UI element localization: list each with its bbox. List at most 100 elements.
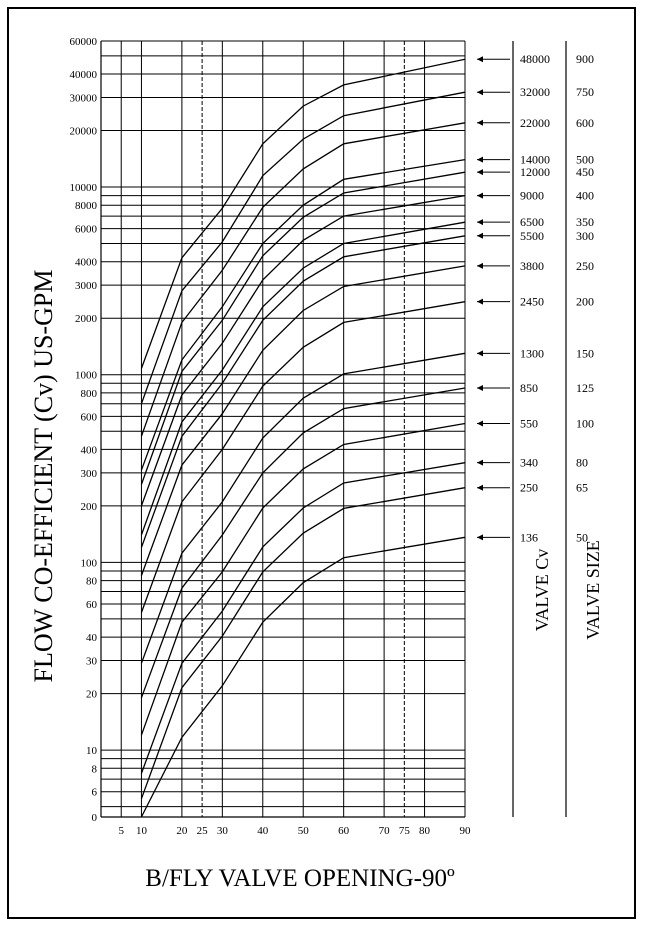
y-tick-label: 2000	[75, 313, 98, 325]
arrow-head-50	[477, 534, 483, 541]
valve-size-value: 100	[576, 416, 594, 430]
cv-curve-500	[140, 158, 466, 471]
valve-cv-value: 1300	[520, 346, 544, 360]
valve-cv-header: VALVE Cv	[532, 549, 552, 632]
cv-curve-900	[140, 58, 466, 369]
valve-cv-value: 6500	[520, 215, 544, 229]
valve-cv-value: 850	[520, 381, 538, 395]
arrow-head-350	[477, 219, 483, 226]
cv-curve-80	[140, 462, 466, 774]
valve-cv-value: 136	[520, 530, 538, 544]
y-tick-label: 800	[81, 388, 98, 400]
x-tick-label: 50	[298, 825, 310, 837]
arrow-head-500	[477, 156, 483, 163]
y-tick-label: 30000	[70, 92, 98, 104]
y-tick-label: 0	[92, 812, 98, 824]
valve-cv-value: 48000	[520, 52, 550, 66]
valve-cv-value: 3800	[520, 259, 544, 273]
x-tick-label: 60	[338, 825, 350, 837]
cv-curve-65	[140, 487, 466, 800]
y-tick-label: 200	[81, 501, 98, 513]
cv-curve-50	[140, 536, 466, 818]
valve-cv-value: 5500	[520, 229, 544, 243]
cv-curve-150	[140, 352, 466, 664]
x-tick-label: 40	[257, 825, 269, 837]
valve-cv-value: 2450	[520, 295, 544, 309]
valve-size-value: 50	[576, 530, 588, 544]
y-tick-label: 40000	[70, 69, 98, 81]
valve-size-value: 125	[576, 381, 594, 395]
valve-size-value: 400	[576, 189, 594, 203]
valve-size-value: 450	[576, 165, 594, 179]
cv-curves	[140, 58, 466, 818]
cv-curve-300	[140, 235, 466, 548]
y-tick-label: 400	[81, 444, 98, 456]
y-tick-label: 30	[86, 656, 98, 668]
x-tick-label: 75	[399, 825, 411, 837]
valve-size-value: 500	[576, 153, 594, 167]
valve-cv-value: 250	[520, 481, 538, 495]
arrow-head-300	[477, 232, 483, 239]
x-tick-label: 80	[419, 825, 431, 837]
arrow-head-900	[477, 56, 483, 63]
y-tick-label: 6	[92, 787, 98, 799]
cv-curve-450	[140, 171, 466, 485]
cv-curve-125	[140, 387, 466, 699]
valve-size-value: 150	[576, 346, 594, 360]
y-tick-label: 3000	[75, 280, 98, 292]
arrow-head-750	[477, 89, 483, 96]
x-tick-label: 70	[379, 825, 391, 837]
valve-size-value: 300	[576, 229, 594, 243]
y-tick-label: 40	[86, 632, 98, 644]
valve-cv-value: 32000	[520, 85, 550, 99]
cv-curve-400	[140, 194, 466, 507]
chart-frame	[7, 7, 636, 919]
y-axis-label: FLOW CO-EFFICIENT (Cv) US-GPM	[29, 270, 58, 683]
arrow-head-600	[477, 119, 483, 126]
y-tick-label: 100	[81, 557, 98, 569]
valve-size-value: 600	[576, 116, 594, 130]
valve-size-header: VALVE SIZE	[583, 540, 603, 640]
x-tick-label: 30	[217, 825, 229, 837]
y-tick-label: 4000	[75, 257, 98, 269]
y-tick-label: 8	[92, 763, 98, 775]
y-tick-label: 600	[81, 411, 98, 423]
y-tick-label: 10000	[70, 182, 98, 194]
valve-cv-value: 14000	[520, 153, 550, 167]
x-tick-label: 10	[136, 825, 148, 837]
valve-cv-value: 9000	[520, 189, 544, 203]
y-tick-label: 10	[86, 745, 98, 757]
x-tick-label: 20	[176, 825, 188, 837]
valve-cv-value: 22000	[520, 116, 550, 130]
valve-cv-value: 550	[520, 416, 538, 430]
y-tick-label: 20	[86, 689, 98, 701]
arrow-head-400	[477, 192, 483, 199]
arrow-head-100	[477, 420, 483, 427]
arrow-head-250	[477, 262, 483, 269]
arrow-head-450	[477, 169, 483, 176]
y-tick-label: 1000	[75, 370, 98, 382]
y-tick-label: 6000	[75, 224, 98, 236]
y-tick-label: 60000	[70, 36, 98, 48]
valve-size-value: 350	[576, 215, 594, 229]
valve-size-value: 80	[576, 456, 588, 470]
arrow-head-125	[477, 384, 483, 391]
x-tick-label: 90	[460, 825, 472, 837]
valve-size-value: 65	[576, 481, 588, 495]
cv-curve-600	[140, 122, 466, 437]
y-tick-label: 60	[86, 599, 98, 611]
cv-curve-250	[140, 265, 466, 576]
arrow-head-65	[477, 484, 483, 491]
x-tick-label: 25	[197, 825, 209, 837]
cv-curve-100	[140, 422, 466, 736]
arrow-head-150	[477, 350, 483, 357]
cv-curve-200	[140, 301, 466, 613]
y-tick-label: 80	[86, 576, 98, 588]
x-axis-label: B/FLY VALVE OPENING-90º	[145, 865, 455, 892]
cv-curve-750	[140, 91, 466, 405]
valve-cv-value: 340	[520, 456, 538, 470]
y-tick-label: 20000	[70, 126, 98, 138]
y-tick-label: 8000	[75, 200, 98, 212]
chart-grid	[100, 40, 567, 818]
